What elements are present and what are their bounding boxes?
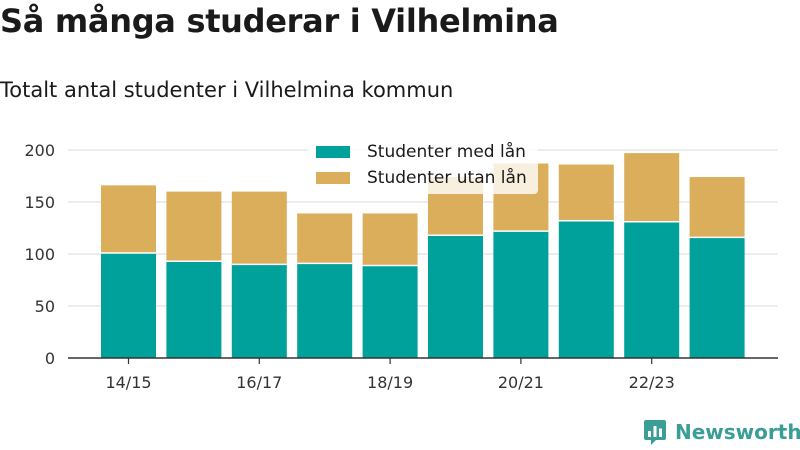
bar-utan-lan	[558, 164, 614, 221]
legend-swatch-med-lan	[316, 146, 350, 158]
bar-med-lan	[558, 220, 614, 358]
x-tick-label: 20/21	[498, 373, 544, 392]
newsworthy-logo-icon	[644, 420, 666, 445]
bar-med-lan	[297, 263, 353, 358]
bar-med-lan	[689, 237, 745, 358]
y-tick-label: 150	[24, 193, 55, 212]
y-tick-label: 100	[24, 245, 55, 264]
bar-utan-lan	[297, 213, 353, 264]
x-tick-label: 18/19	[367, 373, 413, 392]
brand-name: Newsworthy	[675, 420, 800, 444]
bar-med-lan	[428, 235, 483, 358]
y-tick-label: 50	[35, 297, 55, 316]
bar-utan-lan	[231, 191, 287, 265]
chart-subtitle: Totalt antal studenter i Vilhelmina komm…	[0, 78, 454, 102]
x-tick-label: 22/23	[629, 373, 675, 392]
bar-utan-lan	[689, 177, 745, 238]
bar-med-lan	[101, 252, 156, 358]
bar-utan-lan	[101, 185, 156, 253]
y-tick-label: 200	[24, 141, 55, 160]
bar-med-lan	[166, 261, 222, 358]
bar-med-lan	[493, 231, 549, 358]
legend-label-med-lan: Studenter med lån	[367, 142, 526, 162]
legend-label-utan-lan: Studenter utan lån	[367, 168, 527, 188]
legend-swatch-utan-lan	[316, 172, 350, 184]
bar-utan-lan	[166, 191, 222, 262]
x-tick-label: 14/15	[105, 373, 151, 392]
bar-utan-lan	[362, 213, 418, 266]
y-tick-label: 0	[45, 349, 55, 368]
chart-title: Så många studerar i Vilhelmina	[0, 2, 559, 40]
bar-group	[101, 153, 745, 358]
legend-item-med-lan: Studenter med lån	[316, 140, 526, 164]
legend: Studenter med lån Studenter utan lån	[308, 138, 538, 194]
brand-logo: Newsworthy	[643, 418, 800, 446]
legend-item-utan-lan: Studenter utan lån	[316, 166, 527, 190]
bar-med-lan	[362, 265, 418, 358]
bar-med-lan	[231, 264, 287, 358]
bar-utan-lan	[624, 153, 680, 222]
axes: 0 50 100 150 200 14/15 16/17 18/19 20/21 22/23	[24, 141, 778, 392]
x-tick-label: 16/17	[236, 373, 282, 392]
bar-med-lan	[624, 221, 680, 358]
